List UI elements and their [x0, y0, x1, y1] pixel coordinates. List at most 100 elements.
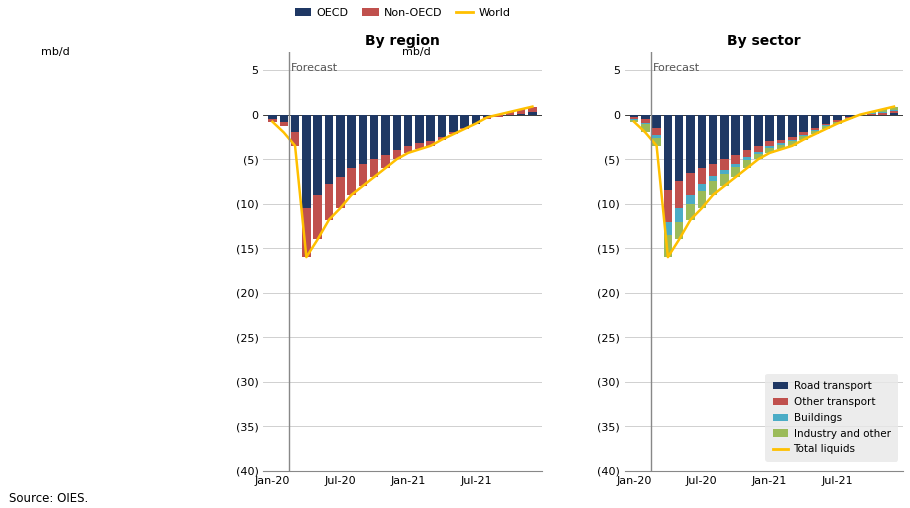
Bar [878, 109, 887, 112]
Bar [834, 120, 842, 122]
Bar [867, 114, 875, 115]
Bar [686, 204, 694, 220]
Bar [370, 115, 379, 159]
Bar [483, 115, 491, 119]
Bar [663, 115, 672, 190]
Bar [777, 143, 785, 145]
Bar [291, 115, 299, 133]
Bar [765, 146, 774, 147]
Bar [822, 123, 831, 125]
Bar [799, 115, 808, 133]
Bar [652, 128, 661, 135]
Bar [720, 159, 729, 170]
Bar [777, 140, 785, 143]
Bar [844, 118, 853, 119]
Bar [325, 184, 333, 220]
Bar [765, 141, 774, 146]
Bar [822, 115, 831, 123]
Bar [348, 115, 356, 168]
Bar [890, 111, 898, 113]
Bar [811, 131, 819, 134]
Bar [709, 181, 717, 195]
Text: Source: OIES.: Source: OIES. [9, 492, 88, 505]
Bar [834, 122, 842, 123]
Bar [359, 164, 367, 186]
Bar [788, 140, 796, 141]
Bar [720, 115, 729, 159]
Bar [370, 159, 379, 177]
Bar [777, 115, 785, 140]
Bar [630, 117, 638, 119]
Bar [799, 135, 808, 136]
Text: Forecast: Forecast [291, 63, 339, 73]
Bar [890, 113, 898, 115]
Bar [844, 115, 853, 117]
Bar [630, 115, 638, 117]
Bar [291, 133, 299, 146]
Bar [663, 190, 672, 221]
Bar [404, 146, 412, 153]
Text: mb/d: mb/d [41, 47, 70, 57]
Bar [528, 112, 537, 115]
Bar [698, 191, 706, 208]
Bar [732, 155, 740, 164]
Bar [799, 136, 808, 140]
Bar [811, 130, 819, 131]
Bar [811, 115, 819, 128]
Bar [359, 115, 367, 164]
Bar [392, 115, 401, 150]
Bar [765, 147, 774, 153]
Bar [663, 235, 672, 257]
Bar [732, 164, 740, 167]
Legend: Road transport, Other transport, Buildings, Industry and other, Total liquids: Road transport, Other transport, Buildin… [765, 374, 898, 462]
Legend: OECD, Non-OECD, World: OECD, Non-OECD, World [290, 4, 515, 22]
Bar [302, 208, 310, 257]
Bar [754, 115, 763, 146]
Bar [450, 115, 458, 133]
Bar [483, 117, 491, 119]
Bar [754, 152, 763, 154]
Bar [630, 119, 638, 120]
Bar [754, 146, 763, 152]
Bar [720, 170, 729, 174]
Bar [822, 125, 831, 126]
Bar [652, 135, 661, 138]
Bar [517, 114, 525, 115]
Bar [686, 173, 694, 195]
Bar [404, 115, 412, 146]
Bar [777, 145, 785, 149]
Bar [788, 115, 796, 137]
Bar [675, 181, 683, 208]
Bar [641, 123, 650, 133]
Bar [799, 133, 808, 135]
Bar [652, 138, 661, 146]
Bar [878, 113, 887, 115]
Bar [268, 119, 277, 122]
Bar [336, 177, 345, 208]
Bar [788, 141, 796, 146]
Bar [698, 168, 706, 184]
Bar [528, 107, 537, 112]
Bar [743, 160, 752, 168]
Bar [494, 115, 503, 117]
Bar [720, 174, 729, 186]
Bar [313, 115, 322, 195]
Title: By sector: By sector [727, 35, 801, 48]
Text: Forecast: Forecast [652, 63, 700, 73]
Bar [732, 115, 740, 155]
Bar [867, 113, 875, 114]
Bar [494, 115, 503, 117]
Bar [675, 115, 683, 181]
Bar [415, 143, 424, 149]
Bar [438, 115, 446, 137]
Bar [325, 115, 333, 184]
Bar [630, 120, 638, 122]
Bar [844, 117, 853, 118]
Bar [302, 115, 310, 208]
Bar [427, 115, 435, 141]
Bar [878, 112, 887, 113]
Bar [686, 115, 694, 173]
Bar [675, 208, 683, 221]
Bar [663, 221, 672, 235]
Bar [268, 115, 277, 119]
